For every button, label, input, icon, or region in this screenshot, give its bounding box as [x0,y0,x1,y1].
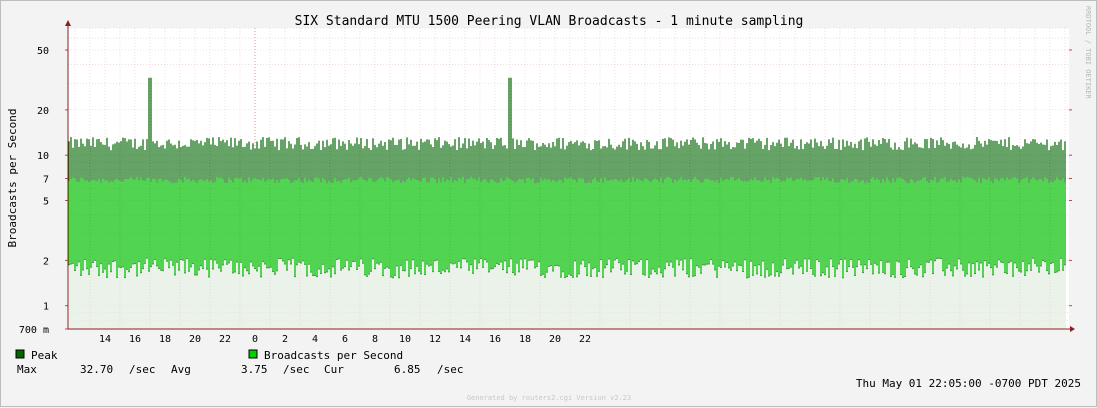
side-credit: RRDTOOL / TOBI OETIKER [1084,6,1092,100]
x-tick-label: 10 [399,334,411,345]
stat-max-unit: /sec [129,363,156,376]
x-tick-label: 16 [129,334,141,345]
x-tick-label: 20 [549,334,561,345]
y-tick-label: 10 [37,151,49,162]
legend-swatch-peak [15,349,25,359]
x-tick-label: 16 [489,334,501,345]
timestamp: Thu May 01 22:05:00 -0700 PDT 2025 [856,377,1081,390]
x-tick-label: 0 [252,334,258,345]
stat-max-label: Max [17,363,37,376]
y-tick-label: 5 [43,196,49,207]
y-axis-label: Broadcasts per Second [6,108,19,247]
generator-footer: Generated by routers2.cgi Version v2.23 [467,394,631,402]
stat-cur-unit: /sec [437,363,464,376]
x-tick-label: 18 [519,334,531,345]
stat-cur-value: 6.85 [394,363,421,376]
x-tick-label: 22 [579,334,591,345]
x-tick-label: 12 [429,334,441,345]
x-tick-label: 6 [342,334,348,345]
y-tick-label: 2 [43,256,49,267]
stat-max-value: 32.70 [80,363,113,376]
x-tick-label: 14 [99,334,111,345]
data-bars [68,77,1066,329]
x-tick-label: 4 [312,334,318,345]
stat-avg-label: Avg [171,363,191,376]
chart-title: SIX Standard MTU 1500 Peering VLAN Broad… [295,14,804,29]
x-tick-label: 22 [219,334,231,345]
axes: 14 16 18 20 22 0 2 4 6 8 10 12 14 16 18 20 22 50 20 10 7 5 2 1 7… [19,20,1075,345]
y-tick-label: 50 [37,46,49,57]
x-axis-arrow [1070,326,1075,332]
x-tick-label: 20 [189,334,201,345]
x-tick-label: 8 [372,334,378,345]
x-tick-label: 14 [459,334,471,345]
x-tick-label: 2 [282,334,288,345]
y-tick-label: 700 m [19,325,49,336]
stat-avg-value: 3.75 [241,363,268,376]
stat-avg-unit: /sec [283,363,310,376]
y-axis-arrow [65,20,71,26]
legend-label-peak: Peak [31,349,58,362]
y-tick-label: 1 [43,302,49,313]
x-tick-label: 18 [159,334,171,345]
y-tick-label: 20 [37,106,49,117]
stat-cur-label: Cur [324,363,344,376]
legend-swatch-broadcasts [248,349,258,359]
legend-label-broadcasts: Broadcasts per Second [264,349,403,362]
y-tick-label: 7 [43,175,49,186]
